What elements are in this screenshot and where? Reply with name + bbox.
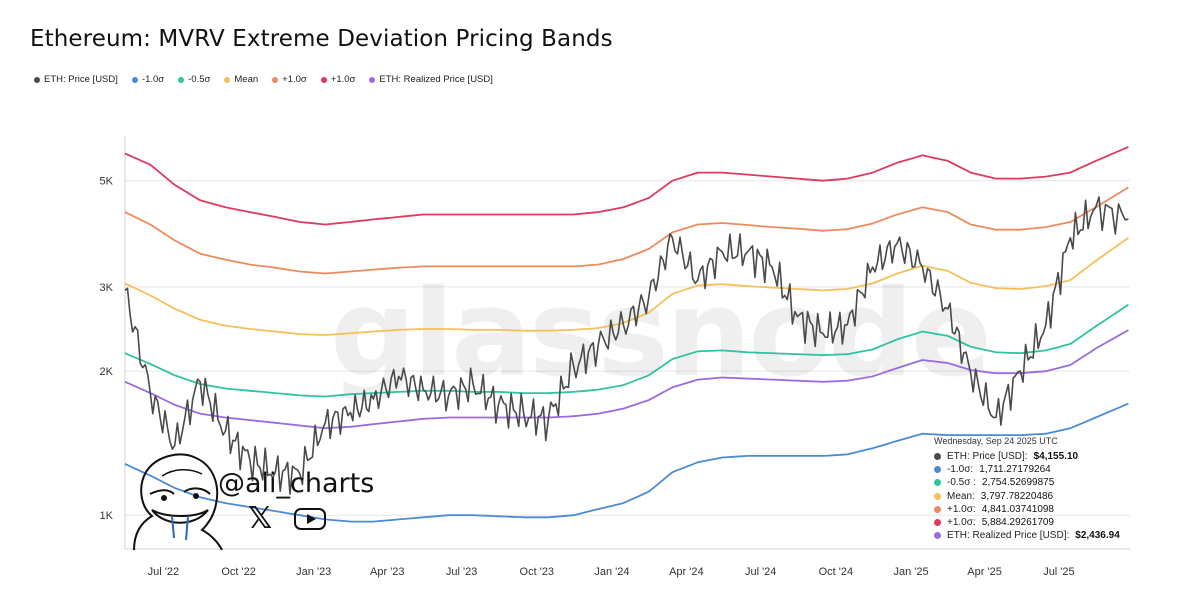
x-tick-label: Jan '25 bbox=[893, 566, 928, 578]
series-line-4 bbox=[124, 329, 1129, 430]
tooltip-rows: ETH: Price [USD]: $4,155.10 -1.0σ: 1,711.27… bbox=[926, 450, 1140, 542]
series-line-1 bbox=[124, 186, 1129, 275]
tooltip-dot bbox=[934, 532, 941, 540]
legend-dot bbox=[272, 76, 279, 83]
tooltip-date: Wednesday, Sep 24 2025 UTC bbox=[934, 436, 1058, 446]
tooltip-row: -0.5σ : 2,754.52699875 bbox=[934, 476, 1140, 489]
chart-legend: ETH: Price [USD] -1.0σ -0.5σ Mean +1.0σ … bbox=[34, 74, 493, 85]
legend-item-realized-price[interactable]: ETH: Realized Price [USD] bbox=[369, 74, 493, 85]
series-line-3 bbox=[124, 303, 1129, 398]
x-tick-label: Oct '24 bbox=[819, 566, 854, 578]
x-tick-label: Jul '22 bbox=[148, 566, 179, 578]
tooltip-value: 2,754.52699875 bbox=[981, 477, 1055, 489]
tooltip-dot bbox=[934, 466, 941, 474]
x-tick-label: Oct '22 bbox=[221, 566, 256, 578]
tick-labels: 1K 2K 3K 5K Jul '22 Oct '22 Jan '23 Apr '23 Jul … bbox=[100, 176, 1075, 578]
x-logo-icon[interactable]: 𝕏 bbox=[248, 501, 273, 536]
legend-label: -1.0σ bbox=[141, 74, 165, 85]
tooltip-row: +1.0σ: 4,841.03741098 bbox=[934, 503, 1140, 516]
y-tick-label: 3K bbox=[100, 282, 114, 294]
legend-label: +1.0σ bbox=[282, 74, 307, 85]
series-line-0 bbox=[124, 146, 1129, 226]
legend-dot bbox=[320, 76, 327, 83]
legend-item-minus-1sigma[interactable]: -1.0σ bbox=[131, 74, 165, 85]
x-tick-label: Apr '23 bbox=[370, 566, 405, 578]
watermark: glassnode bbox=[330, 265, 989, 404]
legend-dot bbox=[131, 76, 138, 83]
legend-item-mean[interactable]: Mean bbox=[224, 74, 258, 85]
tooltip-value: $4,155.10 bbox=[1033, 451, 1079, 463]
tooltip-dot bbox=[934, 519, 941, 527]
chart-tooltip: Wednesday, Sep 24 2025 UTC ETH: Price [U… bbox=[926, 434, 1140, 542]
tooltip-row: -1.0σ: 1,711.27179264 bbox=[934, 463, 1140, 476]
tooltip-value: 4,841.03741098 bbox=[981, 503, 1054, 515]
tooltip-dot bbox=[934, 479, 941, 487]
tooltip-label: +1.0σ: bbox=[947, 517, 976, 529]
x-tick-label: Jul '23 bbox=[446, 566, 477, 578]
tooltip-label: Mean: bbox=[947, 490, 975, 502]
y-tick-label: 1K bbox=[100, 510, 114, 522]
series-line-6 bbox=[124, 196, 1129, 495]
legend-item-price[interactable]: ETH: Price [USD] bbox=[34, 74, 118, 85]
tooltip-label: ETH: Price [USD]: bbox=[947, 451, 1028, 463]
legend-label: ETH: Realized Price [USD] bbox=[379, 74, 493, 85]
tooltip-label: ETH: Realized Price [USD]: bbox=[947, 530, 1070, 542]
tooltip-row: ETH: Price [USD]: $4,155.10 bbox=[934, 450, 1140, 463]
grid-lines bbox=[125, 180, 1130, 516]
x-tick-label: Apr '24 bbox=[669, 566, 704, 578]
x-tick-label: Jul '25 bbox=[1043, 566, 1074, 578]
series-line-5 bbox=[124, 402, 1129, 523]
legend-dot bbox=[178, 76, 185, 83]
tooltip-dot bbox=[934, 492, 941, 500]
tooltip-dot bbox=[934, 505, 941, 513]
legend-label: -0.5σ bbox=[188, 74, 211, 85]
legend-label: Mean bbox=[234, 74, 259, 85]
legend-item-plus-1sigma-a[interactable]: +1.0σ bbox=[272, 74, 307, 85]
chart-title: Ethereum: MVRV Extreme Deviation Pricing… bbox=[30, 26, 613, 52]
tooltip-label: -1.0σ: bbox=[947, 464, 974, 476]
legend-dot bbox=[34, 76, 40, 83]
legend-item-minus-half-sigma[interactable]: -0.5σ bbox=[178, 74, 210, 85]
x-tick-label: Jan '24 bbox=[594, 566, 629, 578]
brand-handle[interactable]: @ali_charts bbox=[218, 468, 375, 499]
tooltip-value: 5,884.29261709 bbox=[981, 517, 1054, 529]
legend-dot bbox=[369, 76, 376, 83]
tooltip-row: Mean: 3,797.78220486 bbox=[934, 490, 1140, 503]
tooltip-dot bbox=[934, 453, 941, 461]
tooltip-row: +1.0σ: 5,884.29261709 bbox=[934, 516, 1140, 529]
series-layer bbox=[124, 146, 1129, 523]
tooltip-value: 3,797.78220486 bbox=[980, 490, 1054, 502]
cartoon-face-avatar bbox=[133, 453, 223, 550]
x-tick-label: Jan '23 bbox=[296, 566, 331, 578]
tooltip-label: -0.5σ : bbox=[947, 477, 976, 489]
x-tick-label: Apr '25 bbox=[967, 566, 1002, 578]
x-tick-label: Jul '24 bbox=[745, 566, 776, 578]
legend-label: +1.0σ bbox=[330, 74, 356, 85]
y-tick-label: 5K bbox=[100, 176, 114, 188]
axes bbox=[124, 136, 1130, 550]
tooltip-row: ETH: Realized Price [USD]: $2,436.94 bbox=[934, 529, 1140, 542]
legend-dot bbox=[224, 76, 231, 83]
legend-item-plus-1sigma-b[interactable]: +1.0σ bbox=[320, 74, 356, 85]
y-tick-label: 2K bbox=[100, 366, 114, 378]
social-icons: 𝕏 bbox=[248, 501, 327, 536]
tooltip-value: 1,711.27179264 bbox=[979, 464, 1051, 476]
tooltip-value: $2,436.94 bbox=[1075, 530, 1120, 542]
youtube-icon[interactable] bbox=[294, 508, 327, 530]
tooltip-label: +1.0σ: bbox=[947, 503, 976, 515]
x-tick-label: Oct '23 bbox=[520, 566, 555, 578]
legend-label: ETH: Price [USD] bbox=[44, 74, 118, 85]
